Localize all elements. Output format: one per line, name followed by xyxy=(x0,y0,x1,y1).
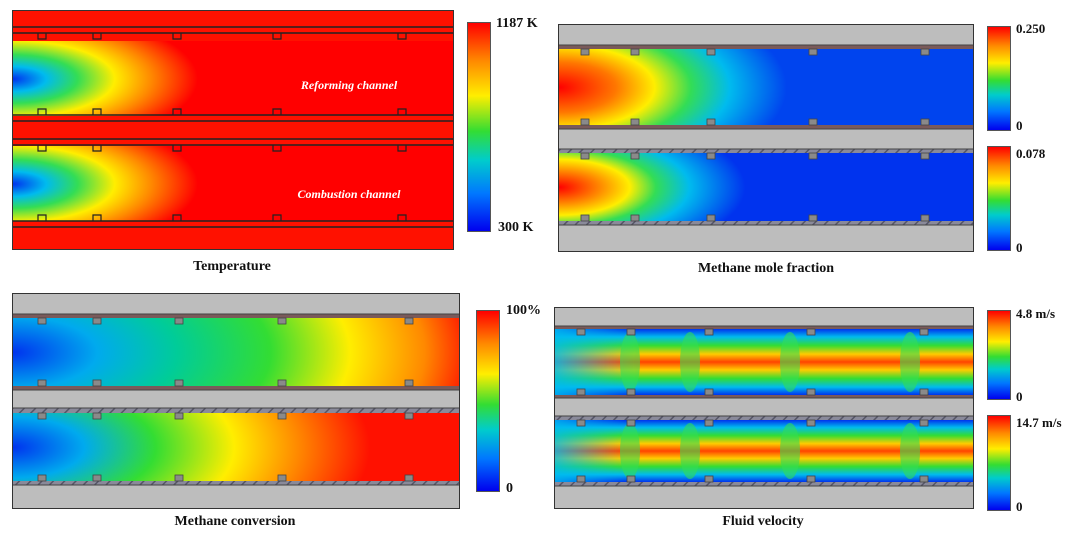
mole-fraction-bottom-min: 0 xyxy=(1016,240,1023,255)
temperature-max-label: 1187 K xyxy=(496,16,538,31)
conversion-min-label: 0 xyxy=(506,481,513,496)
mole-fraction-top-max: 0.250 xyxy=(1016,21,1046,36)
velocity-bottom-colorbar xyxy=(987,415,1011,511)
temperature-colorbar xyxy=(467,22,491,232)
temperature-caption: Temperature xyxy=(193,259,271,274)
mole-fraction-bottom-max: 0.078 xyxy=(1016,146,1046,161)
mole-fraction-top-colorbar xyxy=(987,26,1011,131)
mole-fraction-top-min: 0 xyxy=(1016,118,1023,133)
combustion-channel-label: Combustion channel xyxy=(297,187,401,201)
reforming-channel-label: Reforming channel xyxy=(300,78,398,92)
velocity-top-colorbar xyxy=(987,310,1011,400)
conversion-colorbar xyxy=(476,310,500,492)
velocity-top-min: 0 xyxy=(1016,389,1023,404)
velocity-top-max: 4.8 m/s xyxy=(1016,306,1055,321)
temperature-min-label: 300 K xyxy=(498,220,534,235)
temperature-contour-panel: Reforming channel Combustion channel xyxy=(12,10,454,250)
methane-conversion-caption: Methane conversion xyxy=(174,514,296,529)
fluid-velocity-panel xyxy=(554,307,974,509)
methane-conversion-panel xyxy=(12,293,460,509)
velocity-bottom-min: 0 xyxy=(1016,499,1023,514)
conversion-max-label: 100% xyxy=(506,303,541,318)
methane-mole-fraction-panel xyxy=(558,24,974,252)
fluid-velocity-caption: Fluid velocity xyxy=(722,514,804,529)
mole-fraction-bottom-colorbar xyxy=(987,146,1011,251)
methane-mole-fraction-caption: Methane mole fraction xyxy=(697,261,835,276)
velocity-bottom-max: 14.7 m/s xyxy=(1016,415,1062,430)
